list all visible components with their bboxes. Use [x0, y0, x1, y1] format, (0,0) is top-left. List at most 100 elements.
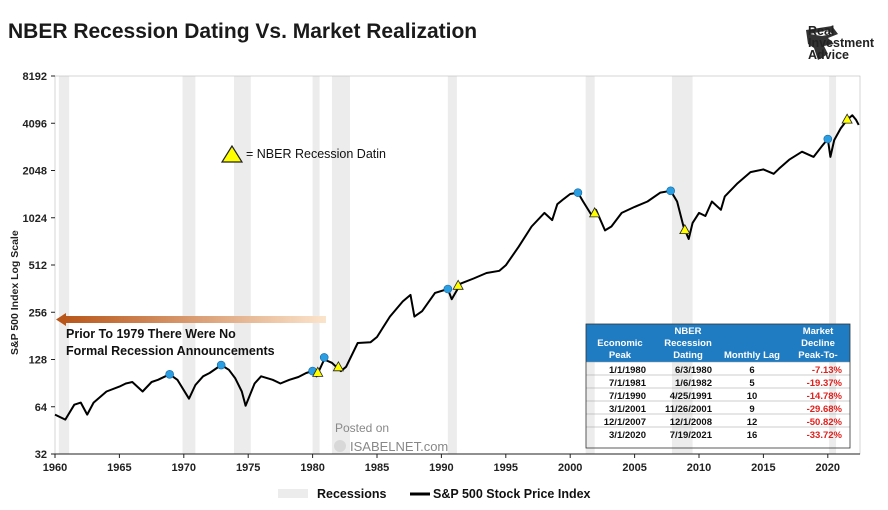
- nber-dating-marker: [452, 279, 464, 290]
- table-cell: -19.37%: [807, 378, 843, 389]
- recession-bands: [58, 76, 837, 454]
- x-tick-label: 2015: [751, 462, 775, 474]
- peak-marker: [666, 186, 675, 196]
- y-tick-label: 8192: [23, 71, 47, 83]
- table-cell: 7/1/1981: [609, 378, 647, 389]
- table-header-cell: Recession: [664, 338, 712, 349]
- table-cell: 6: [749, 365, 754, 376]
- recession-band: [58, 76, 70, 454]
- table-cell: 6/3/1980: [675, 365, 712, 376]
- peak-marker: [823, 134, 833, 144]
- x-tick-label: 2020: [816, 462, 840, 474]
- x-axis-ticks: 1960 1965 1970 1975 1980 1985 1990 1995 2000 2005…: [43, 454, 840, 474]
- table-cell: 10: [747, 391, 758, 402]
- recession-band: [331, 76, 350, 454]
- nber-dating-marker: [588, 207, 601, 218]
- table-header-cell: Economic: [597, 338, 642, 349]
- table-cell: 4/25/1991: [670, 391, 713, 402]
- table-cell: 3/1/2020: [609, 430, 646, 441]
- table-cell: 3/1/2001: [609, 404, 647, 415]
- y-tick-label: 4096: [23, 118, 47, 130]
- x-tick-label: 1965: [107, 462, 131, 474]
- triangle-legend-icon: [220, 144, 244, 163]
- peak-marker: [319, 353, 329, 362]
- x-tick-label: 2005: [622, 462, 646, 474]
- peak-marker: [216, 360, 226, 370]
- x-tick-label: 2000: [558, 462, 582, 474]
- table-cell: 12/1/2008: [670, 417, 712, 428]
- y-tick-label: 1024: [23, 213, 48, 225]
- recession-band: [312, 76, 320, 454]
- table-cell: -50.82%: [807, 417, 843, 428]
- peak-marker: [573, 188, 583, 197]
- recession-band: [182, 76, 196, 454]
- x-tick-label: 1975: [236, 462, 260, 474]
- recession-band: [585, 76, 595, 454]
- y-tick-label: 2048: [23, 166, 47, 178]
- legend-recessions: Recessions: [317, 487, 387, 501]
- y-axis-ticks: 32 64 128 256 512 1024 2048 4096 8192: [23, 71, 55, 461]
- y-tick-label: 128: [29, 355, 47, 367]
- peak-markers: [165, 134, 833, 379]
- table-header-cell: Decline: [801, 338, 835, 349]
- x-tick-label: 1970: [172, 462, 196, 474]
- table-header-cell: Peak: [609, 350, 632, 361]
- table-header-cell: NBER: [675, 326, 702, 337]
- table-cell: 12: [747, 417, 758, 428]
- plot-frame: [54, 75, 861, 455]
- table-cell: 16: [747, 430, 758, 441]
- logo-line-3: Advice: [808, 48, 849, 62]
- watermark-line-2: ISABELNET.com: [350, 439, 448, 454]
- triangle-legend-text: = NBER Recession Datin: [246, 147, 386, 161]
- watermark-line-1: Posted on: [335, 421, 389, 435]
- table-cell: 1/1/1980: [609, 365, 646, 376]
- legend-sp500: S&P 500 Stock Price Index: [433, 487, 591, 501]
- table-cell: 12/1/2007: [604, 417, 646, 428]
- x-tick-label: 1980: [300, 462, 324, 474]
- y-axis-label: S&P 500 Index Log Scale: [9, 230, 21, 355]
- nber-triangle-markers: [312, 113, 853, 377]
- table-header-cell: Monthly Lag: [724, 350, 780, 361]
- table-header-cell: Market: [803, 326, 834, 337]
- peak-marker: [165, 370, 174, 379]
- table-cell: 7/19/2021: [670, 430, 713, 441]
- logo-line-1: Real: [808, 24, 835, 38]
- y-tick-label: 64: [35, 402, 48, 414]
- table-cell: 1/6/1982: [675, 378, 712, 389]
- logo-text: Real Investment Advice: [808, 24, 874, 62]
- y-tick-label: 512: [29, 260, 47, 272]
- nber-dating-marker: [679, 223, 691, 235]
- recession-band: [447, 76, 457, 454]
- recession-band: [234, 76, 251, 454]
- pre-1979-arrow: [56, 313, 326, 326]
- nber-dating-marker: [841, 113, 853, 124]
- table-cell: -29.68%: [807, 404, 843, 415]
- watermark-icon: [334, 440, 346, 452]
- table-cell: -7.13%: [812, 365, 843, 376]
- table-cell: -14.78%: [807, 391, 843, 402]
- x-tick-label: 2010: [687, 462, 711, 474]
- x-tick-label: 1960: [43, 462, 67, 474]
- table-header-cell: Dating: [673, 350, 703, 361]
- chart-title: NBER Recession Dating Vs. Market Realiza…: [8, 20, 478, 43]
- table-cell: -33.72%: [807, 430, 843, 441]
- x-tick-label: 1995: [494, 462, 518, 474]
- table-cell: 5: [749, 378, 755, 389]
- peak-marker: [443, 284, 453, 294]
- y-tick-label: 256: [29, 307, 47, 319]
- sp500-line: [54, 114, 860, 421]
- nber-dating-marker: [312, 366, 324, 377]
- table-cell: 11/26/2001: [665, 404, 713, 415]
- table-cell: 9: [749, 404, 754, 415]
- nber-dating-marker: [332, 360, 345, 372]
- recession-band: [829, 76, 837, 454]
- y-tick-label: 32: [35, 449, 47, 461]
- legend-recession-swatch: [278, 489, 308, 498]
- x-tick-label: 1990: [429, 462, 453, 474]
- table-header-cell: Peak-To-: [798, 350, 837, 361]
- logo-line-2: Investment: [808, 36, 874, 50]
- arrow-annotation-line-1: Prior To 1979 There Were No: [66, 327, 236, 341]
- logo-eagle-icon: [806, 26, 838, 60]
